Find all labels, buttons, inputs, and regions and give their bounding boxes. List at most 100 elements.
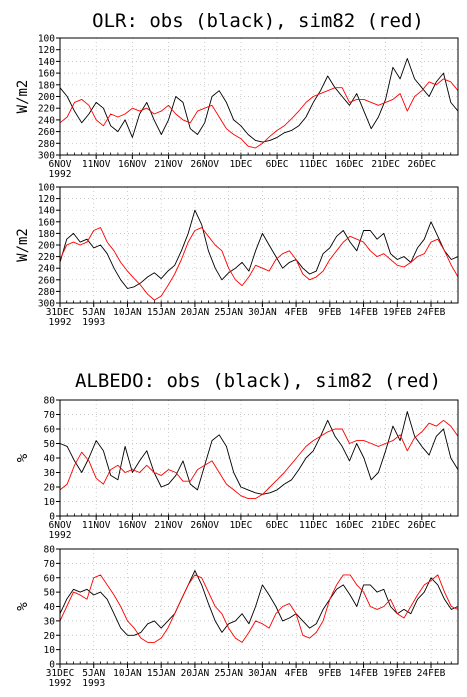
y-tick-label: 70 — [44, 559, 56, 570]
y-tick-label: 240 — [38, 115, 55, 126]
x-tick-label: 6NOV — [49, 159, 72, 170]
x-tick-label: 6DEC — [266, 520, 289, 531]
x-tick-label: 24FEB — [417, 307, 446, 318]
y-tick-label: 10 — [44, 497, 56, 508]
x-tick-label: 31DEC — [46, 668, 75, 679]
sim82-series-line — [59, 574, 459, 643]
x-tick-label: 16NOV — [118, 159, 147, 170]
x-tick-label: 26DEC — [408, 520, 437, 531]
y-tick-label: 10 — [44, 645, 56, 656]
albedo-section-title: ALBEDO: obs (black), sim82 (red) — [75, 370, 441, 392]
y-tick-label: 280 — [38, 287, 55, 298]
x-tick-label: 10JAN — [113, 668, 142, 679]
x-tick-label: 6DEC — [266, 159, 289, 170]
x-tick-label: 20JAN — [181, 668, 210, 679]
x-tick-label: 4FEB — [285, 668, 308, 679]
x-tick-label: 11NOV — [82, 520, 111, 531]
y-tick-label: 60 — [44, 573, 56, 584]
x-tick-label: 30JAN — [248, 668, 277, 679]
x-tick-label: 26DEC — [408, 159, 437, 170]
olr-section-title: OLR: obs (black), sim82 (red) — [92, 10, 424, 32]
y-tick-label: 180 — [38, 80, 55, 91]
y-tick-label: 50 — [44, 439, 56, 450]
y-tick-label: 40 — [44, 602, 56, 613]
x-tick-label: 1DEC — [229, 159, 252, 170]
x-tick-label: 6NOV — [49, 520, 72, 531]
y-tick-label: 100 — [38, 183, 55, 194]
x-tick-label: 21DEC — [371, 159, 400, 170]
y-tick-label: 80 — [44, 545, 56, 556]
x-tick-label: 10JAN — [113, 307, 142, 318]
x-tick-label: 15JAN — [147, 307, 176, 318]
x-tick-label: 11DEC — [299, 520, 328, 531]
x-tick-year-label: 1992 — [49, 169, 72, 180]
x-tick-label: 20JAN — [181, 307, 210, 318]
y-axis-label: % — [15, 453, 31, 462]
x-tick-label: 9FEB — [318, 307, 341, 318]
y-axis-label: % — [15, 602, 31, 611]
obs-series-line — [59, 209, 459, 289]
x-tick-label: 11DEC — [299, 159, 328, 170]
y-tick-label: 260 — [38, 275, 55, 286]
y-tick-label: 50 — [44, 588, 56, 599]
y-tick-label: 0 — [49, 512, 55, 523]
y-tick-label: 260 — [38, 127, 55, 138]
x-tick-label: 21NOV — [154, 159, 183, 170]
x-tick-label: 16DEC — [335, 159, 364, 170]
sim82-series-line — [59, 227, 459, 301]
x-tick-label: 5JAN — [82, 668, 105, 679]
x-tick-year-label: 1993 — [82, 317, 105, 328]
x-tick-label: 9FEB — [318, 668, 341, 679]
x-tick-label: 21NOV — [154, 520, 183, 531]
x-tick-label: 26NOV — [190, 520, 219, 531]
y-tick-label: 300 — [38, 299, 55, 310]
y-tick-label: 40 — [44, 454, 56, 465]
x-tick-label: 16NOV — [118, 520, 147, 531]
x-tick-label: 26NOV — [190, 159, 219, 170]
x-tick-year-label: 1992 — [49, 678, 72, 689]
plot-frame — [59, 548, 459, 665]
y-tick-label: 200 — [38, 92, 55, 103]
obs-series-line — [59, 570, 459, 636]
x-tick-label: 16DEC — [335, 520, 364, 531]
x-tick-label: 15JAN — [147, 668, 176, 679]
x-tick-year-label: 1993 — [82, 678, 105, 689]
x-tick-label: 1DEC — [229, 520, 252, 531]
y-tick-label: 20 — [44, 631, 56, 642]
y-tick-label: 30 — [44, 468, 56, 479]
x-tick-label: 21DEC — [371, 520, 400, 531]
y-tick-label: 120 — [38, 194, 55, 205]
y-tick-label: 120 — [38, 45, 55, 56]
obs-series-line — [59, 58, 459, 143]
x-tick-label: 14FEB — [349, 668, 378, 679]
y-tick-label: 300 — [38, 151, 55, 162]
x-tick-label: 31DEC — [46, 307, 75, 318]
y-tick-label: 140 — [38, 57, 55, 68]
sim82-series-line — [59, 419, 459, 500]
y-tick-label: 180 — [38, 229, 55, 240]
y-tick-label: 70 — [44, 410, 56, 421]
y-tick-label: 20 — [44, 483, 56, 494]
x-tick-label: 11NOV — [82, 159, 111, 170]
x-tick-label: 19FEB — [383, 307, 412, 318]
y-tick-label: 200 — [38, 241, 55, 252]
plot-frame — [59, 399, 459, 517]
y-tick-label: 280 — [38, 139, 55, 150]
obs-series-line — [59, 411, 459, 495]
sim82-series-line — [59, 78, 459, 149]
y-tick-label: 240 — [38, 264, 55, 275]
x-tick-label: 5JAN — [82, 307, 105, 318]
x-tick-label: 25JAN — [214, 307, 243, 318]
x-tick-year-label: 1992 — [49, 530, 72, 541]
x-tick-label: 4FEB — [285, 307, 308, 318]
y-axis-label: W/m2 — [15, 80, 31, 114]
x-tick-label: 24FEB — [417, 668, 446, 679]
y-axis-label: W/m2 — [15, 228, 31, 262]
x-tick-year-label: 1992 — [49, 317, 72, 328]
y-tick-label: 220 — [38, 252, 55, 263]
